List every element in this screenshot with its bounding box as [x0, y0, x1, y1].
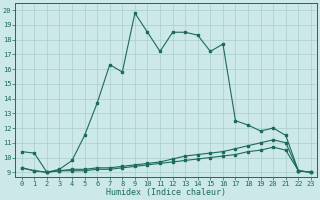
X-axis label: Humidex (Indice chaleur): Humidex (Indice chaleur) — [106, 188, 226, 197]
